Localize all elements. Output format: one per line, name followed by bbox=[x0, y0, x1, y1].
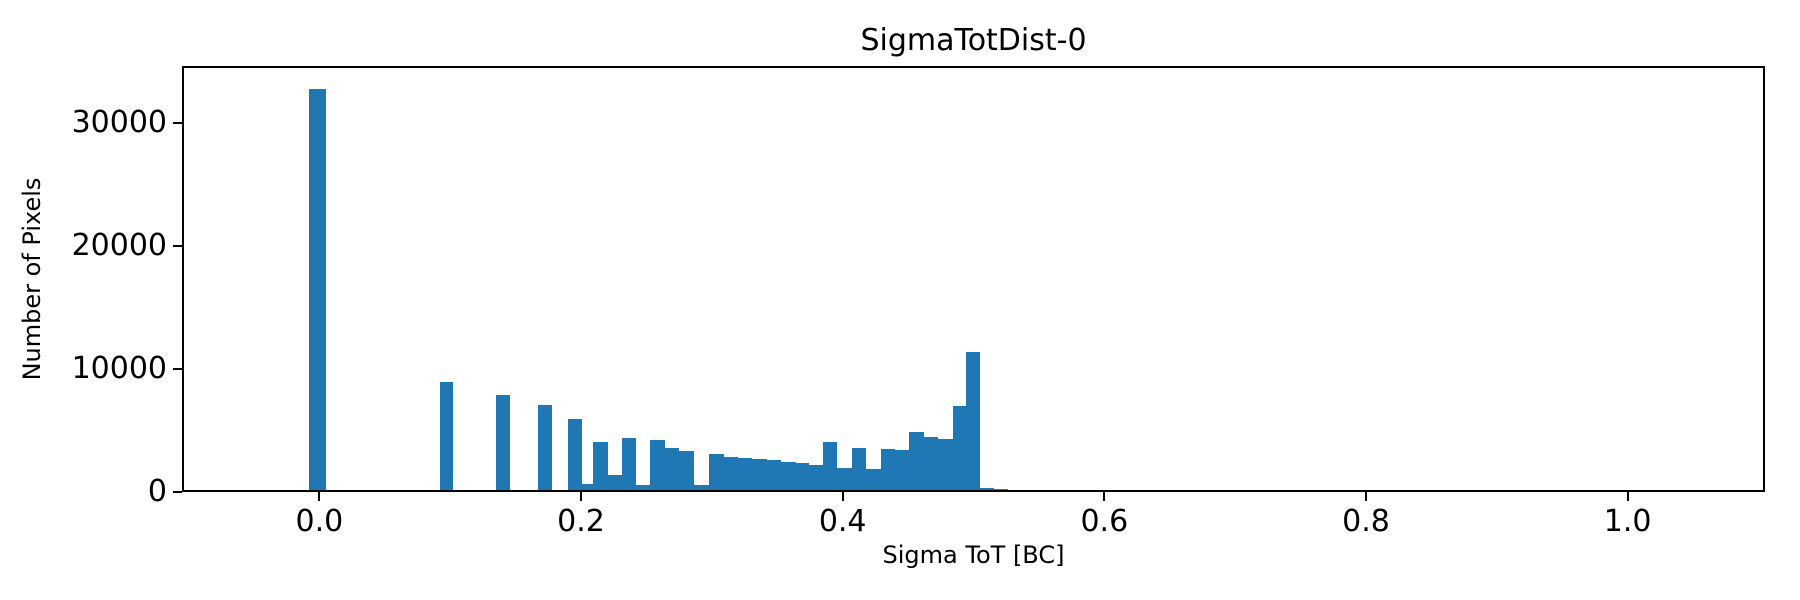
histogram-bar bbox=[709, 454, 724, 492]
y-tick-label: 30000 bbox=[71, 104, 167, 140]
y-tick-label: 20000 bbox=[71, 227, 167, 263]
histogram-bar bbox=[567, 419, 583, 492]
x-tick-label: 0.4 bbox=[818, 504, 867, 539]
histogram-bar bbox=[952, 405, 966, 492]
histogram-bar bbox=[781, 461, 796, 492]
histogram-bar bbox=[592, 441, 609, 492]
x-axis-label: Sigma ToT [BC] bbox=[882, 541, 1065, 569]
histogram-bar bbox=[766, 459, 782, 492]
x-tick-mark bbox=[1626, 492, 1629, 501]
y-tick-mark bbox=[173, 244, 182, 247]
histogram-bar bbox=[909, 432, 924, 492]
histogram-bar bbox=[621, 438, 636, 492]
histogram-bar bbox=[965, 352, 981, 492]
chart-title: SigmaTotDist-0 bbox=[860, 23, 1087, 58]
histogram-bar bbox=[439, 382, 453, 492]
histogram-bar bbox=[994, 488, 1008, 492]
histogram-bar bbox=[923, 437, 939, 492]
histogram-bar bbox=[895, 450, 910, 492]
histogram-bar bbox=[582, 483, 593, 492]
x-tick-mark bbox=[841, 492, 844, 501]
histogram-bar bbox=[880, 448, 895, 492]
histogram-bar bbox=[823, 441, 838, 492]
histogram-bar bbox=[837, 467, 852, 492]
histogram-bar bbox=[608, 474, 622, 492]
bars-layer bbox=[182, 66, 1765, 492]
histogram-bar bbox=[808, 465, 824, 492]
histogram-bar bbox=[495, 394, 511, 492]
histogram-bar bbox=[537, 405, 553, 492]
x-tick-mark bbox=[1364, 492, 1367, 501]
y-tick-mark bbox=[173, 491, 182, 493]
x-tick-label: 0.6 bbox=[1080, 504, 1129, 539]
x-tick-mark bbox=[318, 492, 321, 501]
histogram-bar bbox=[723, 456, 738, 492]
x-tick-label: 0.0 bbox=[295, 504, 344, 539]
histogram-bar bbox=[650, 439, 665, 492]
histogram-bar bbox=[752, 458, 767, 492]
histogram-bar bbox=[980, 487, 995, 492]
histogram-bar bbox=[308, 89, 326, 492]
y-tick-label: 0 bbox=[147, 474, 167, 509]
histogram-bar bbox=[664, 448, 680, 492]
x-tick-label: 1.0 bbox=[1603, 504, 1652, 539]
plot-area bbox=[182, 66, 1765, 492]
histogram-bar bbox=[795, 463, 809, 492]
x-tick-label: 0.8 bbox=[1342, 504, 1390, 539]
histogram-bar bbox=[693, 485, 710, 492]
histogram-bar bbox=[635, 485, 651, 492]
histogram-bar bbox=[738, 457, 753, 492]
x-tick-mark bbox=[1103, 492, 1106, 501]
y-tick-mark bbox=[173, 121, 182, 124]
y-tick-mark bbox=[173, 367, 182, 370]
histogram-bar bbox=[938, 439, 953, 492]
histogram-bar bbox=[851, 447, 867, 492]
histogram-bar bbox=[866, 469, 881, 492]
histogram-bar bbox=[679, 451, 694, 492]
x-tick-label: 0.2 bbox=[557, 504, 605, 539]
y-axis-label: Number of Pixels bbox=[18, 177, 46, 381]
x-tick-mark bbox=[580, 492, 583, 501]
y-tick-label: 10000 bbox=[71, 350, 167, 386]
